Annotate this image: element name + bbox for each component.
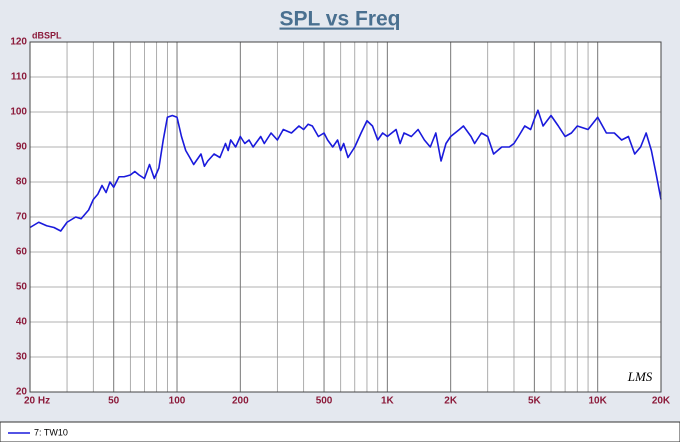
- x-tick-label: 5K: [528, 396, 542, 407]
- y-tick-label: 80: [16, 177, 28, 188]
- y-unit-label: dBSPL: [32, 30, 62, 40]
- y-tick-label: 60: [16, 247, 28, 258]
- y-tick-label: 30: [16, 352, 28, 363]
- y-tick-label: 50: [16, 282, 28, 293]
- chart-title: SPL vs Freq: [280, 8, 401, 31]
- y-tick-label: 20: [16, 387, 28, 398]
- x-tick-label: 20 Hz: [24, 396, 50, 407]
- plot-frame: [29, 41, 662, 393]
- x-tick-label: 20K: [652, 396, 671, 407]
- x-tick-label: 1K: [381, 396, 395, 407]
- y-tick-label: 90: [16, 142, 28, 153]
- x-tick-label: 100: [169, 396, 186, 407]
- y-tick-label: 70: [16, 212, 28, 223]
- x-tick-label: 500: [316, 396, 333, 407]
- x-tick-label: 10K: [589, 396, 608, 407]
- legend-label: 7: TW10: [34, 427, 68, 437]
- y-tick-label: 120: [10, 37, 27, 48]
- x-tick-label: 2K: [444, 396, 458, 407]
- watermark: LMS: [627, 369, 653, 384]
- x-tick-label: 50: [108, 396, 120, 407]
- series-line: [29, 109, 662, 232]
- y-tick-label: 100: [10, 107, 27, 118]
- y-tick-label: 110: [11, 72, 28, 83]
- y-tick-label: 40: [16, 317, 28, 328]
- x-tick-label: 200: [232, 396, 249, 407]
- legend: [0, 421, 680, 442]
